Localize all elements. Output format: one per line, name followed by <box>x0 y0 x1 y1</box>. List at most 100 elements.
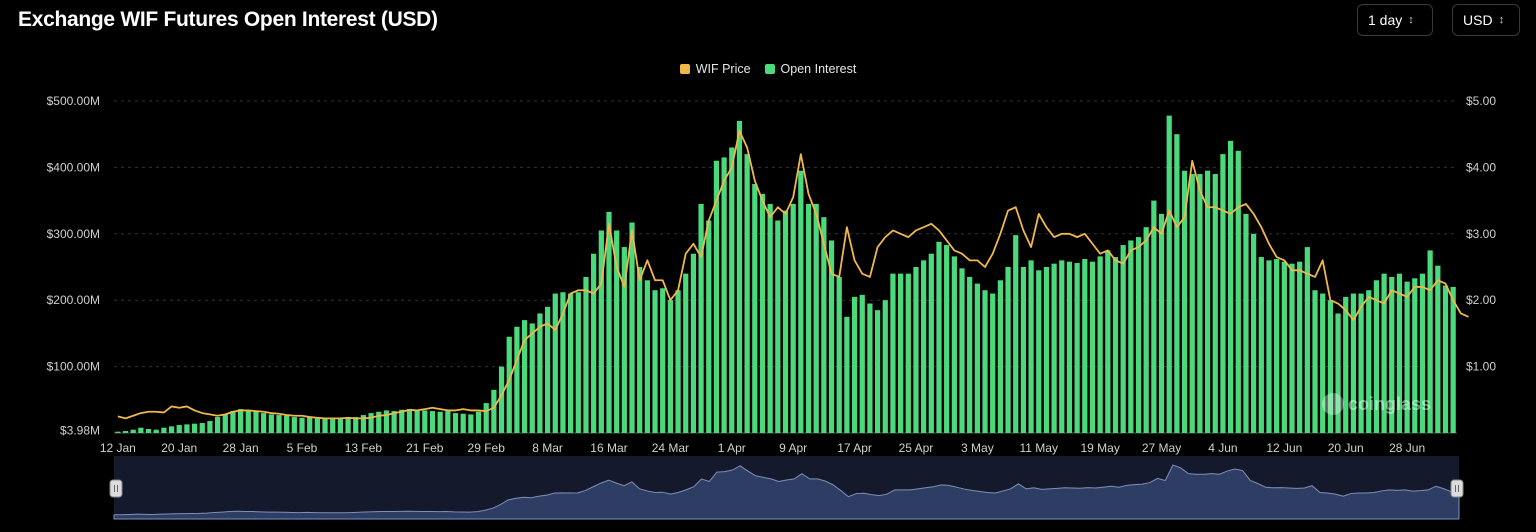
y-left-tick-label: $100.00M <box>47 360 100 374</box>
open-interest-bar <box>291 417 297 433</box>
x-tick-label: 21 Feb <box>406 441 444 455</box>
open-interest-bar <box>1181 170 1188 433</box>
open-interest-bar <box>591 253 597 433</box>
coinglass-watermark: coinglass <box>1322 393 1431 415</box>
coinglass-logo-icon <box>1322 393 1344 415</box>
open-interest-bar <box>1450 286 1456 433</box>
navigator-area <box>113 464 1460 520</box>
y-left-tick-label: $500.00M <box>47 94 100 108</box>
open-interest-bar <box>307 416 313 433</box>
open-interest-bar <box>951 256 957 433</box>
x-tick-label: 28 Jun <box>1389 441 1425 455</box>
x-tick-label: 5 Feb <box>287 441 318 455</box>
open-interest-bar <box>1143 227 1149 433</box>
open-interest-bar <box>1251 233 1257 433</box>
range-navigator[interactable] <box>109 456 1464 520</box>
open-interest-bar <box>468 414 474 433</box>
open-interest-bar <box>475 411 482 433</box>
open-interest-bar <box>844 316 850 433</box>
open-interest-bar <box>521 320 528 433</box>
x-tick-label: 12 Jan <box>100 441 136 455</box>
x-tick-label: 19 May <box>1080 441 1119 455</box>
open-interest-bar <box>122 431 129 433</box>
y-right-tick-label: $3.00 <box>1466 227 1496 241</box>
open-interest-bar <box>145 429 152 433</box>
x-tick-label: 9 Apr <box>779 441 807 455</box>
open-interest-bar <box>1396 273 1403 433</box>
y-right-tick-label: $4.00 <box>1466 160 1496 174</box>
interval-select[interactable]: 1 day ↕ <box>1357 4 1433 36</box>
open-interest-bar <box>552 293 558 433</box>
chart-title: Exchange WIF Futures Open Interest (USD) <box>18 8 438 31</box>
open-interest-bar <box>1197 174 1203 434</box>
open-interest-bar <box>1174 134 1180 433</box>
open-interest-bar <box>1051 263 1057 433</box>
legend-item-open-interest[interactable]: Open Interest <box>764 62 857 76</box>
open-interest-bar <box>1082 259 1088 433</box>
x-tick-label: 28 Jan <box>223 441 259 455</box>
open-interest-bar <box>1335 313 1341 433</box>
y-left-tick-label: $300.00M <box>47 227 100 241</box>
open-interest-bar <box>1112 257 1119 433</box>
open-interest-bar <box>974 283 980 433</box>
open-interest-bar <box>813 203 819 433</box>
open-interest-bar <box>736 120 743 434</box>
currency-select[interactable]: USD ↕ <box>1452 4 1520 36</box>
open-interest-bar <box>859 294 865 433</box>
open-interest-bar <box>1020 267 1027 433</box>
x-tick-label: 11 May <box>1020 441 1058 455</box>
open-interest-bar <box>506 336 512 433</box>
open-interest-bar <box>1189 174 1195 434</box>
open-interest-bar <box>729 147 735 434</box>
x-tick-label: 20 Jan <box>161 441 197 455</box>
open-interest-bar <box>368 413 374 433</box>
x-tick-label: 12 Jun <box>1266 441 1302 455</box>
open-interest-bar <box>429 411 436 433</box>
open-interest-bar <box>921 260 927 433</box>
open-interest-bar <box>874 310 881 433</box>
open-interest-bar <box>905 273 911 433</box>
x-axis: 12 Jan 20 Jan 28 Jan 5 Feb 13 Feb 21 Feb 29 Fe… <box>100 441 1425 455</box>
y-right-tick-label: $1.00 <box>1466 360 1496 374</box>
open-interest-bar <box>1066 261 1073 433</box>
open-interest-bar <box>1120 245 1126 433</box>
open-interest-bar <box>345 418 351 433</box>
chevron-updown-icon: ↕ <box>1408 13 1414 26</box>
open-interest-bar <box>928 253 934 433</box>
open-interest-bar <box>130 429 136 433</box>
y-right-tick-label: $5.00 <box>1466 94 1496 108</box>
open-interest-bar <box>1320 293 1326 433</box>
open-interest-bar <box>353 417 359 433</box>
open-interest-bar <box>997 280 1003 433</box>
open-interest-bar <box>890 273 896 433</box>
open-interest-bar <box>1097 256 1103 433</box>
x-tick-label: 3 May <box>961 441 994 455</box>
x-tick-label: 25 Apr <box>899 441 934 455</box>
open-interest-bar <box>690 253 697 433</box>
open-interest-bar <box>161 427 167 433</box>
y-left-tick-label: $3.98M <box>60 423 100 437</box>
open-interest-bar <box>268 414 274 433</box>
open-interest-bar <box>214 417 221 433</box>
navigator-left-handle[interactable] <box>109 479 123 498</box>
wif-price-line <box>117 129 1469 420</box>
legend-item-wif-price[interactable]: WIF Price <box>679 62 751 76</box>
open-interest-bar <box>199 423 205 433</box>
price-line <box>117 129 1469 420</box>
x-tick-label: 4 Jun <box>1208 441 1237 455</box>
open-interest-bar <box>498 366 505 433</box>
open-interest-bar <box>982 290 988 433</box>
legend-label-oi: Open Interest <box>780 62 857 76</box>
y-right-tick-label: $2.00 <box>1466 293 1496 307</box>
open-interest-bar <box>537 313 543 433</box>
chevron-updown-icon: ↕ <box>1498 13 1505 26</box>
open-interest-bar <box>168 426 175 433</box>
open-interest-bar <box>1312 290 1318 433</box>
open-interest-bar <box>629 222 635 433</box>
interval-select-value: 1 day <box>1368 12 1403 28</box>
open-interest-bar <box>422 410 428 433</box>
open-interest-bar <box>1419 273 1426 433</box>
navigator-right-handle[interactable] <box>1450 479 1464 498</box>
open-interest-bar <box>284 415 290 433</box>
